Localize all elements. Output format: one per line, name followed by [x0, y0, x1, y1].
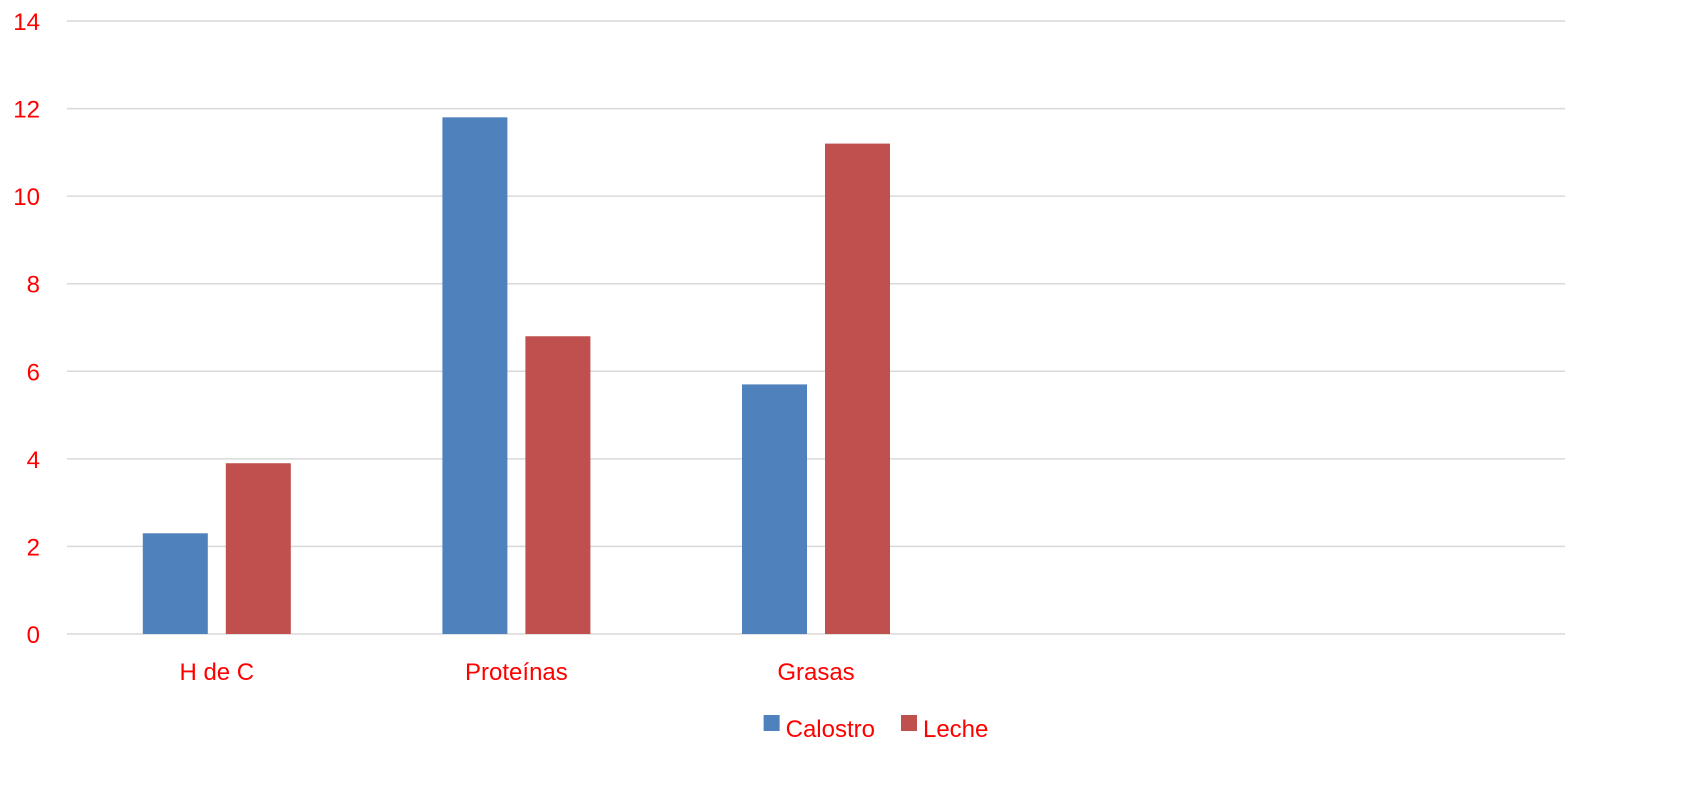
y-tick-label: 6	[27, 359, 40, 386]
legend-label-calostro: Calostro	[786, 716, 875, 743]
y-tick-label: 0	[27, 622, 40, 649]
bar-calostro-1	[442, 117, 508, 635]
bar-leche-2	[825, 143, 890, 634]
y-tick-label: 8	[27, 272, 40, 299]
y-tick-label: 10	[13, 184, 40, 211]
legend-label-leche: Leche	[923, 716, 988, 743]
x-axis-ticks: H de C Proteínas Grasas	[179, 659, 854, 686]
legend-swatch-calostro	[763, 715, 780, 731]
bar-calostro-2	[742, 384, 807, 634]
x-tick-label: Grasas	[777, 659, 854, 686]
bar-leche-1	[525, 336, 591, 634]
bar-calostro-0	[142, 533, 208, 634]
y-tick-label: 2	[27, 534, 40, 561]
legend-swatch-leche	[900, 715, 917, 731]
x-tick-label: H de C	[179, 659, 254, 686]
y-axis-ticks: 0 2 4 6 8 10 12 14	[13, 9, 40, 649]
y-tick-label: 14	[13, 9, 40, 36]
legend: Calostro Leche	[763, 715, 988, 743]
x-tick-label: Proteínas	[465, 659, 568, 686]
bar-leche-0	[225, 463, 291, 634]
y-tick-label: 12	[13, 97, 40, 124]
y-tick-label: 4	[27, 447, 40, 474]
gridlines	[67, 20, 1565, 635]
bars	[142, 117, 890, 635]
